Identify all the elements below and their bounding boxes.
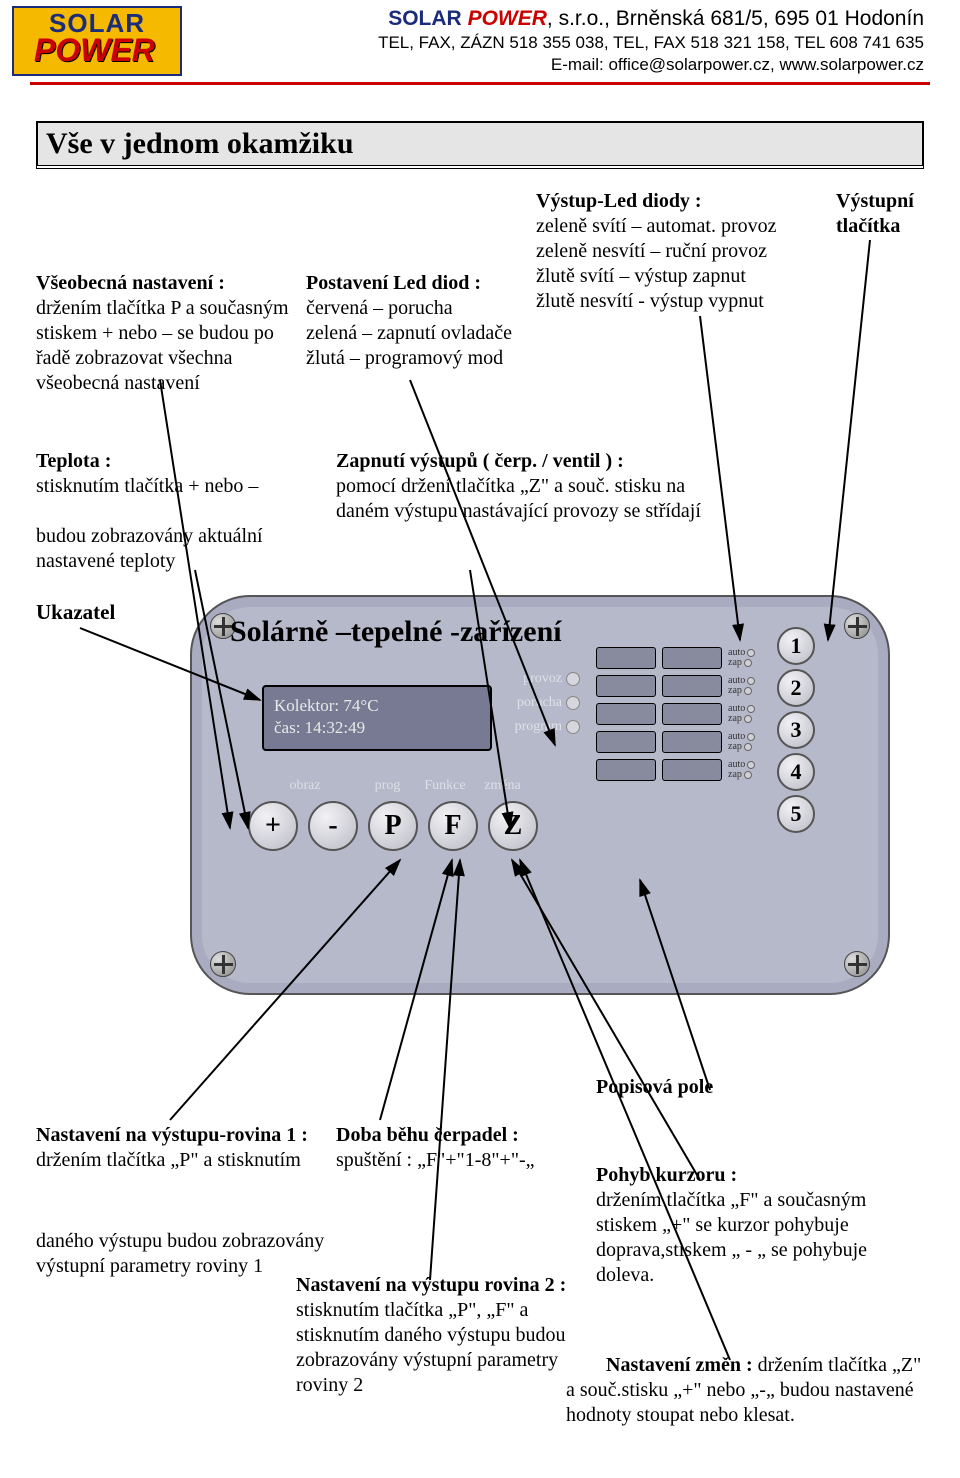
address-line1-tail: , Brněnská 681/5, 695 01 Hodonín [604,7,924,30]
b2b-body: stisknutím tlačítka „P", „F" a stisknutí… [296,1299,565,1396]
screw-icon [844,613,870,639]
b2b-head: Nastavení na výstupu rovina 2 : [296,1274,566,1296]
channel-row: autozap [596,675,760,697]
brand-text-blue: SOLAR [388,7,462,30]
b1b-body: daného výstupu budou zobrazovány výstupn… [36,1230,324,1277]
brand-text-red: POWER [468,7,547,30]
channel-grid: autozap autozap autozap autozap autozap [596,647,760,781]
screw-icon [210,951,236,977]
channel-number-buttons: 1 2 3 4 5 [777,635,815,833]
b3-body: držením tlačítka „F" a současným stiskem… [596,1189,867,1286]
logo: SOLAR POWER [12,6,182,76]
led-icon [744,771,752,779]
z-button[interactable]: Z [488,801,538,851]
led-icon [744,743,752,751]
ukazatel-label: Ukazatel [36,599,115,625]
led-icon [747,677,755,685]
status-porucha: porucha [517,695,562,710]
postaveni-body: červená – porucha zelená – zapnutí ovlad… [306,297,512,369]
channel-button-5[interactable]: 5 [777,795,815,833]
b1-body: držením tlačítka „P" a stisknutím [36,1149,301,1171]
vystupni-head: Výstupní tlačítka [836,190,914,237]
channel-slot [662,675,722,697]
led-icon [747,705,755,713]
brand-tail: , s.r.o. [547,7,604,30]
btn-label-funkce: Funkce [418,778,472,794]
vystup-led-head: Výstup-Led diody : [536,190,702,212]
address-line2: TEL, FAX, ZÁZN 518 355 038, TEL, FAX 518… [182,32,924,53]
header-divider [30,82,930,85]
b3-head: Pohyb kurzoru : [596,1164,737,1186]
status-provoz: provoz [523,671,562,686]
led-icon [744,659,752,667]
minus-button[interactable]: - [308,801,358,851]
channel-slot [596,647,656,669]
btn-label-obraz: obraz [253,778,357,794]
status-program: program [515,719,562,734]
channel-button-3[interactable]: 3 [777,711,815,749]
channel-slot [596,675,656,697]
led-icon [744,687,752,695]
channel-slot [596,703,656,725]
b3b-head: Nastavení změn : [606,1354,753,1376]
screw-icon [844,951,870,977]
channel-slot [596,759,656,781]
b1-head: Nastavení na výstupu-rovina 1 : [36,1124,308,1146]
button-labels-row: obraz prog Funkce změna [253,778,530,794]
channel-row: autozap [596,647,760,669]
channel-slot [662,703,722,725]
led-icon [747,733,755,741]
channel-slot [596,731,656,753]
channel-slot [662,759,722,781]
lcd-line1: Kolektor: 74°C [274,695,480,717]
teplota-head: Teplota : [36,450,111,472]
led-icon [747,649,755,657]
channel-button-2[interactable]: 2 [777,669,815,707]
zapnuti-body: pomocí držení tlačítka „Z" a souč. stisk… [336,475,701,522]
popisova-pole-head: Popisová pole [596,1075,713,1100]
section-title: Vše v jednom okamžiku [37,122,923,166]
zapnuti-head: Zapnutí výstupů ( čerp. / ventil ) : [336,450,624,472]
led-icon [747,761,755,769]
channel-slot [662,647,722,669]
channel-row: autozap [596,731,760,753]
channel-slot [662,731,722,753]
led-icon [744,715,752,723]
vystup-led-body: zeleně svítí – automat. provoz zeleně ne… [536,215,776,312]
channel-row: autozap [596,703,760,725]
channel-row: autozap [596,759,760,781]
btn-label-prog: prog [361,778,415,794]
b2-body: spuštění : „F"+"1-8"+"-„ [336,1149,535,1171]
address-line3: E-mail: office@solarpower.cz, www.solarp… [182,54,924,75]
b2-head: Doba běhu čerpadel : [336,1124,519,1146]
section-title-box: Vše v jednom okamžiku [36,121,924,169]
led-icon [566,672,580,686]
vseobecna-head: Všeobecná nastavení : [36,272,225,294]
logo-text-bottom: POWER [34,32,155,69]
vseobecna-body: držením tlačítka P a současným stiskem +… [36,297,289,394]
lcd-display: Kolektor: 74°C čas: 14:32:49 [262,685,492,751]
channel-button-1[interactable]: 1 [777,627,815,665]
btn-label-zmena: změna [476,778,530,794]
lcd-line2: čas: 14:32:49 [274,717,480,739]
teplota-body: stisknutím tlačítka + nebo – budou zobra… [36,475,263,572]
led-icon [566,720,580,734]
company-address: SOLAR POWER, s.r.o., Brněnská 681/5, 695… [182,6,924,75]
led-icon [566,696,580,710]
f-button[interactable]: F [428,801,478,851]
device-panel: Solárně –tepelné -zařízení Kolektor: 74°… [190,595,890,995]
postaveni-head: Postavení Led diod : [306,272,481,294]
channel-button-4[interactable]: 4 [777,753,815,791]
panel-title: Solárně –tepelné -zařízení [230,615,562,649]
status-leds: provoz porucha program [510,667,580,739]
p-button[interactable]: P [368,801,418,851]
plus-button[interactable]: + [248,801,298,851]
